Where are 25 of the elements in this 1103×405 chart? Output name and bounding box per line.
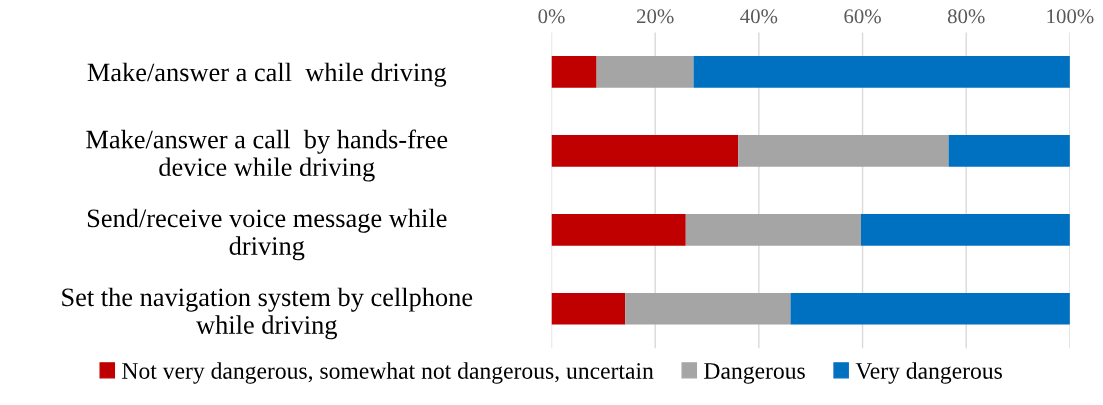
y-tick-label: Make/answer a call while driving <box>87 62 447 87</box>
x-tick-label: 80% <box>947 9 985 24</box>
legend-label: Dangerous <box>704 363 805 384</box>
legend-label: Very dangerous <box>855 362 1002 384</box>
bar <box>685 214 861 246</box>
bar <box>551 56 597 88</box>
y-tick-label: Make/answer a call by hands-free device while driving <box>86 129 448 182</box>
legend-label: Not very dangerous, somewhat not dangerous, uncertain <box>122 362 654 384</box>
y-tick-label: Send/receive voice message while driving <box>87 208 447 261</box>
bar <box>948 135 1070 167</box>
bar <box>860 214 1070 246</box>
bar <box>738 135 949 167</box>
x-tick-label: 40% <box>740 9 778 24</box>
bar <box>596 56 694 88</box>
y-tick-label: Set the navigation system by cellphone while driving <box>62 287 473 340</box>
bar <box>625 293 791 325</box>
bar <box>790 293 1070 325</box>
x-tick-label: 20% <box>637 9 674 24</box>
x-tick-label: 0% <box>538 9 565 24</box>
x-tick-label: 60% <box>844 9 881 24</box>
bar <box>551 214 686 246</box>
bar <box>693 56 1070 88</box>
bar <box>551 293 626 325</box>
bar <box>551 135 739 167</box>
x-tick-label: 100% <box>1047 9 1094 24</box>
